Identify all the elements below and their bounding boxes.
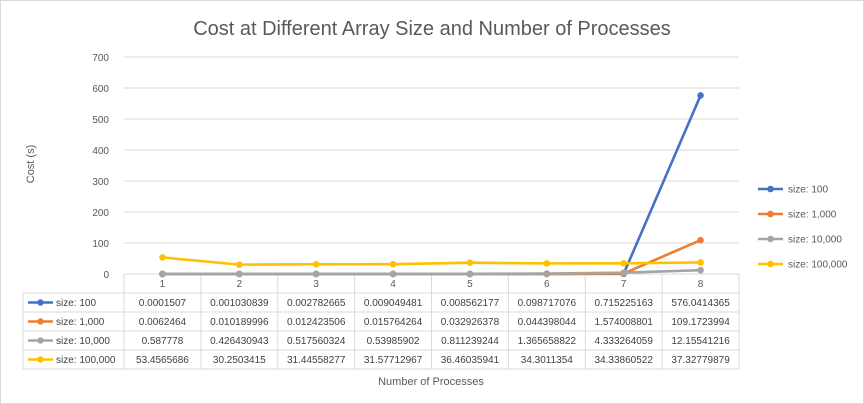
data-point bbox=[389, 260, 397, 268]
table-cell: 53.4565686 bbox=[136, 355, 189, 366]
y-tick-label: 200 bbox=[92, 208, 109, 219]
table-cell: 576.0414365 bbox=[671, 298, 730, 309]
table-cell: 0.002782665 bbox=[287, 298, 346, 309]
table-cell: 34.3011354 bbox=[521, 355, 574, 366]
data-point bbox=[697, 266, 704, 274]
table-cell: 0.009049481 bbox=[364, 298, 423, 309]
data-point bbox=[389, 270, 397, 278]
table-series-name: size: 100,000 bbox=[56, 355, 116, 366]
data-point bbox=[466, 270, 474, 278]
x-tick-label: 8 bbox=[698, 279, 704, 290]
y-tick-label: 300 bbox=[92, 177, 109, 188]
data-point bbox=[697, 92, 704, 99]
legend-entry: size: 1,000 bbox=[788, 210, 837, 221]
legend-entry: size: 100 bbox=[788, 185, 828, 196]
table-cell: 0.032926378 bbox=[441, 317, 500, 328]
data-point bbox=[312, 260, 320, 268]
data-point bbox=[159, 270, 166, 278]
x-tick-label: 6 bbox=[544, 279, 550, 290]
x-tick-label: 5 bbox=[467, 279, 473, 290]
x-tick-label: 7 bbox=[621, 279, 627, 290]
series-line bbox=[162, 256, 701, 266]
table-cell: 36.46035941 bbox=[441, 355, 500, 366]
legend-entry: size: 10,000 bbox=[788, 235, 842, 246]
data-point bbox=[697, 236, 704, 244]
table-legend-marker bbox=[37, 356, 44, 363]
data-point bbox=[697, 259, 704, 266]
table-cell: 0.010189996 bbox=[210, 317, 269, 328]
data-point bbox=[543, 270, 551, 277]
data-point bbox=[620, 269, 627, 276]
table-cell: 0.044398044 bbox=[518, 317, 577, 328]
legend-marker bbox=[767, 235, 774, 243]
y-tick-label: 500 bbox=[92, 115, 109, 126]
data-point bbox=[236, 270, 243, 278]
legend-entry: size: 100,000 bbox=[788, 260, 848, 271]
table-cell: 0.811239244 bbox=[441, 336, 499, 347]
y-tick-label: 100 bbox=[92, 239, 109, 250]
x-tick-label: 4 bbox=[390, 279, 396, 290]
table-cell: 0.517560324 bbox=[287, 336, 346, 347]
table-series-name: size: 1,000 bbox=[56, 317, 105, 328]
table-cell: 0.098717076 bbox=[518, 298, 577, 309]
table-cell: 4.333264059 bbox=[594, 336, 653, 347]
table-legend-marker bbox=[37, 318, 44, 325]
table-series-name: size: 10,000 bbox=[56, 336, 110, 347]
table-cell: 109.1723994 bbox=[671, 317, 730, 328]
legend: size: 100 size: 1,000 size: 10,000 size: 10… bbox=[758, 185, 848, 271]
table-cell: 1.365658822 bbox=[518, 336, 577, 347]
table-cell: 0.0062464 bbox=[139, 317, 187, 328]
gridlines bbox=[124, 56, 739, 244]
x-tick-label: 3 bbox=[313, 279, 319, 290]
table-cell: 34.33860522 bbox=[594, 355, 653, 366]
series-line bbox=[162, 238, 702, 276]
legend-marker bbox=[767, 185, 774, 193]
x-tick-label: 1 bbox=[160, 279, 166, 290]
table-cell: 0.426430943 bbox=[210, 336, 269, 347]
data-point bbox=[312, 270, 320, 278]
table-cell: 0.012423506 bbox=[287, 317, 346, 328]
table-cell: 0.008562177 bbox=[441, 298, 500, 309]
data-point bbox=[159, 254, 166, 261]
table-cell: 31.57712967 bbox=[364, 355, 423, 366]
series-line bbox=[162, 94, 702, 276]
chart-title: Cost at Different Array Size and Number … bbox=[193, 18, 671, 40]
table-cell: 0.001030839 bbox=[210, 298, 269, 309]
x-tick-label: 2 bbox=[237, 279, 243, 290]
y-tick-label: 700 bbox=[92, 53, 109, 64]
y-axis-label: Cost (s) bbox=[25, 145, 37, 184]
table-cell: 30.2503415 bbox=[213, 355, 266, 366]
table-cell: 0.587778 bbox=[142, 336, 184, 347]
data-table: 1 2 3 4 5 6 7 8 size: 100 0.0001507 0.001030839 0.0… bbox=[22, 273, 740, 370]
data-point bbox=[620, 260, 627, 267]
table-cell: 0.715225163 bbox=[594, 298, 653, 309]
table-cell: 37.32779879 bbox=[671, 355, 730, 366]
y-tick-label: 600 bbox=[92, 84, 109, 95]
table-cell: 12.15541216 bbox=[671, 336, 730, 347]
data-point bbox=[236, 261, 243, 268]
table-legend-marker bbox=[37, 299, 44, 306]
table-series-name: size: 100 bbox=[56, 298, 96, 309]
y-tick-label: 400 bbox=[92, 146, 109, 157]
table-legend-marker bbox=[37, 337, 44, 344]
y-axis-ticks: 0 100 200 300 400 500 600 700 bbox=[92, 53, 109, 281]
table-cell: 0.53985902 bbox=[367, 336, 420, 347]
data-point bbox=[466, 259, 474, 266]
x-axis-label: Number of Processes bbox=[378, 376, 484, 388]
table-cell: 0.0001507 bbox=[139, 298, 187, 309]
plot-series bbox=[159, 92, 704, 278]
table-cell: 31.44558277 bbox=[287, 355, 346, 366]
table-cell: 0.015764264 bbox=[364, 317, 423, 328]
series-line bbox=[162, 268, 701, 276]
y-tick-label: 0 bbox=[103, 270, 109, 281]
legend-marker bbox=[767, 260, 774, 268]
legend-marker bbox=[767, 210, 774, 218]
data-point bbox=[543, 260, 551, 267]
table-cell: 1.574008801 bbox=[594, 317, 653, 328]
